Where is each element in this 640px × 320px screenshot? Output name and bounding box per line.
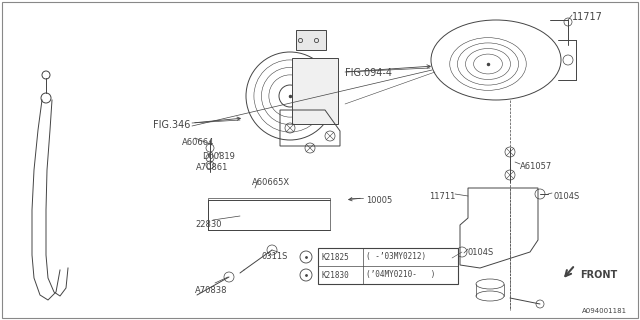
Text: 11717: 11717 <box>572 12 603 22</box>
Text: D00819: D00819 <box>202 152 235 161</box>
Text: A60664: A60664 <box>182 138 214 147</box>
Text: 11711: 11711 <box>429 192 455 201</box>
Text: FIG.094-4: FIG.094-4 <box>345 68 392 78</box>
Text: K21830: K21830 <box>321 270 349 279</box>
Text: FIG.346: FIG.346 <box>152 120 190 130</box>
Text: (’04MY0210-   ): (’04MY0210- ) <box>366 270 435 279</box>
Text: A61057: A61057 <box>520 162 552 171</box>
Text: ( -’03MY0212): ( -’03MY0212) <box>366 252 426 261</box>
Text: 0104S: 0104S <box>554 192 580 201</box>
Text: A70838: A70838 <box>195 286 227 295</box>
FancyBboxPatch shape <box>292 58 338 124</box>
Text: 0104S: 0104S <box>468 248 494 257</box>
Text: A70861: A70861 <box>196 163 228 172</box>
Bar <box>318 248 458 284</box>
Bar <box>208 198 330 230</box>
Text: 10005: 10005 <box>366 196 392 205</box>
Text: K21825: K21825 <box>321 252 349 261</box>
FancyBboxPatch shape <box>296 30 326 50</box>
Text: 22830: 22830 <box>195 220 221 229</box>
Text: A094001181: A094001181 <box>582 308 627 314</box>
Text: FRONT: FRONT <box>580 270 617 280</box>
Text: 0311S: 0311S <box>262 252 289 261</box>
Text: A60665X: A60665X <box>252 178 290 187</box>
